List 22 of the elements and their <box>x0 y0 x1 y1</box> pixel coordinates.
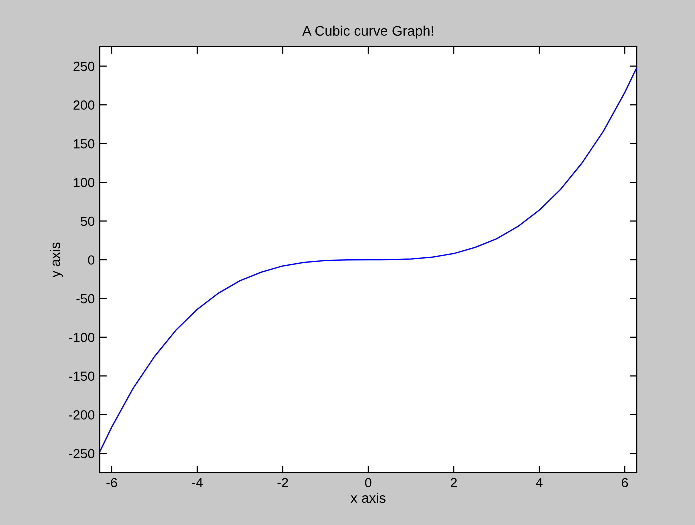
y-tick-label: 200 <box>74 100 95 110</box>
line-series <box>100 67 637 453</box>
x-tick-label: 4 <box>536 478 543 488</box>
y-tick-label: 100 <box>74 178 95 188</box>
y-tick-label: -250 <box>69 449 95 459</box>
y-tick-label: -150 <box>69 372 95 382</box>
y-axis-title: y axis <box>50 242 64 278</box>
y-tick-label: 150 <box>74 139 95 149</box>
x-tick-label: 6 <box>622 478 628 488</box>
y-tick-label: -200 <box>69 410 95 420</box>
x-axis-title: x axis <box>350 492 386 504</box>
x-tick-label: 2 <box>451 478 458 488</box>
x-tick-label: -6 <box>106 478 118 488</box>
y-tick-label: -50 <box>76 294 95 304</box>
x-tick-label: 0 <box>365 478 372 488</box>
y-tick-label: 0 <box>88 256 95 265</box>
y-tick-label: 250 <box>74 62 95 72</box>
y-tick-label: 50 <box>80 216 95 226</box>
y-tick-label: -100 <box>69 333 95 342</box>
chart-title: A Cubic curve Graph! <box>302 26 434 39</box>
x-tick-label: -2 <box>278 478 288 488</box>
x-tick-label: -4 <box>192 478 203 488</box>
